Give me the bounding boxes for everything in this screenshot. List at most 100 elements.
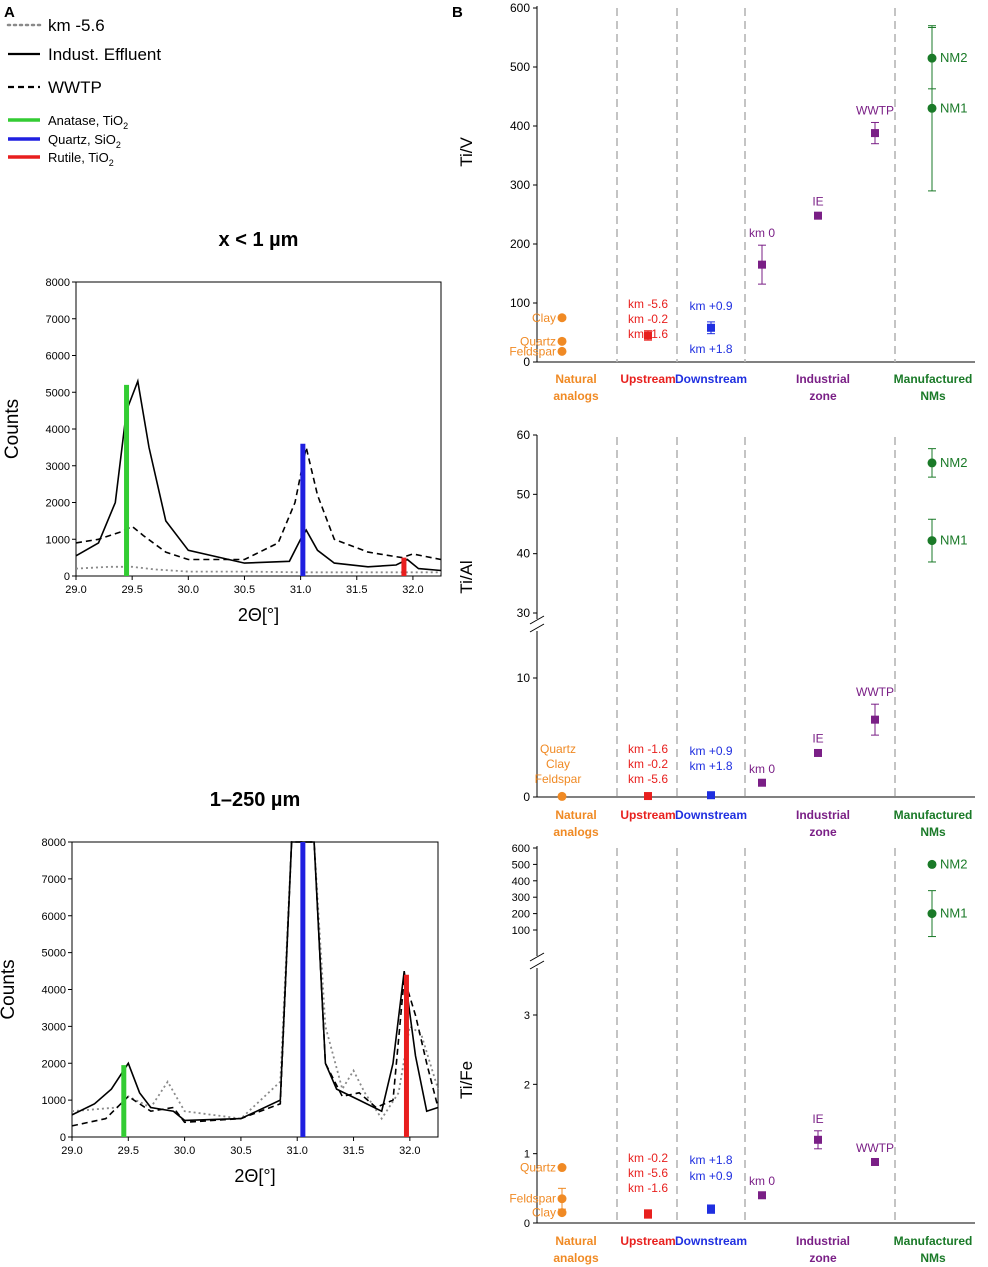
group-label: km +1.8	[689, 342, 732, 356]
group-label: km +0.9	[689, 1169, 732, 1183]
point-label: Feldspar	[509, 344, 556, 358]
category-label: Upstream	[620, 1234, 675, 1248]
point-label: WWTP	[856, 685, 894, 699]
y-tick-label: 200	[510, 237, 530, 251]
y-tick-label: 500	[512, 859, 530, 871]
category-label: zone	[809, 389, 837, 403]
x-tick-label: 31.5	[343, 1145, 364, 1157]
y-tick-label: 1	[524, 1149, 530, 1161]
y-tick-label: 400	[510, 119, 530, 133]
legend-label-rutile: Rutile, TiO2	[48, 150, 114, 168]
category-label: Downstream	[675, 1234, 747, 1248]
y-tick-label: 30	[517, 606, 531, 620]
group-label: km -0.2	[628, 757, 668, 771]
group-label: km -1.6	[628, 1181, 668, 1195]
data-point	[871, 715, 879, 724]
plot-frame	[71, 841, 439, 1138]
y-tick-label: 6000	[42, 911, 66, 923]
point-label: IE	[812, 732, 823, 746]
point-label: km 0	[749, 1174, 775, 1188]
y-tick-label: 40	[517, 547, 531, 561]
data-point	[927, 859, 937, 869]
x-tick-label: 29.0	[65, 584, 86, 596]
group-label: km -5.6	[628, 772, 668, 786]
legend-label-km56: km -5.6	[48, 16, 105, 35]
category-label: Manufactured	[894, 372, 973, 386]
category-label: analogs	[553, 1251, 599, 1265]
legend: km -5.6 Indust. Effluent WWTP Anatase, T…	[6, 16, 161, 168]
data-point	[557, 791, 567, 801]
ratio-chart-ti-al: 0 10 30 40 50 60 Ti/Al Natural analogs Upstream Do…	[457, 428, 975, 839]
y-tick-label: 60	[517, 428, 531, 442]
group-label: km -0.2	[628, 1151, 668, 1165]
point-label: WWTP	[856, 1141, 894, 1155]
x-tick-label: 31.0	[290, 584, 311, 596]
data-point	[707, 791, 715, 800]
y-axis-label: Ti/Al	[457, 560, 476, 593]
point-label: Feldspar	[509, 1192, 556, 1206]
y-tick-label: 3000	[42, 1021, 66, 1033]
y-tick-label: 300	[510, 178, 530, 192]
axis-break-mark	[529, 623, 545, 633]
y-tick-label: 1000	[46, 534, 70, 546]
y-tick-label: 200	[512, 909, 530, 921]
y-tick-label: 4000	[46, 424, 70, 436]
panel-label-b: B	[452, 4, 463, 21]
group-label: km -5.6	[628, 1166, 668, 1180]
x-tick-label: 31.0	[287, 1145, 308, 1157]
y-tick-label: 10	[517, 671, 531, 685]
category-label: NMs	[920, 825, 946, 839]
y-axis-label: Ti/Fe	[457, 1061, 476, 1099]
point-label: NM2	[940, 50, 967, 65]
point-label: NM2	[940, 856, 967, 871]
chart-title: x < 1 µm	[219, 229, 299, 251]
group-label: km -1.6	[628, 742, 668, 756]
legend-sub-anatase: 2	[123, 121, 128, 131]
y-tick-label: 7000	[46, 314, 70, 326]
y-tick-label: 0	[524, 1218, 530, 1230]
data-point	[557, 346, 567, 356]
series-line-dotted	[75, 565, 441, 574]
category-label: Manufactured	[894, 1234, 973, 1248]
data-point	[871, 1157, 879, 1166]
data-point	[707, 323, 715, 332]
series-line-solid	[75, 378, 442, 572]
x-tick-label: 32.0	[399, 1145, 420, 1157]
y-tick-label: 300	[512, 892, 530, 904]
group-label: km +0.9	[689, 299, 732, 313]
point-label: NM1	[940, 100, 967, 115]
xrd-chart-fine: x < 1 µm 0 1000 2000 3000 4000 5000 6000 7000 800…	[2, 229, 442, 625]
point-label: Quartz	[520, 1161, 556, 1175]
category-label: Manufactured	[894, 808, 973, 822]
y-tick-label: 8000	[46, 277, 70, 289]
x-tick-label: 30.5	[234, 584, 255, 596]
legend-sub-quartz: 2	[116, 140, 121, 150]
y-tick-label: 500	[510, 60, 530, 74]
data-point	[707, 1205, 715, 1214]
xrd-chart-coarse: 1–250 µm 0 1000 2000 3000 4000 5000 6000 7000 800…	[0, 789, 439, 1186]
y-axis-label: Ti/V	[457, 137, 476, 167]
axis-break-mark	[529, 952, 545, 962]
series-line-dotted	[71, 841, 439, 1121]
group-label: Clay	[546, 757, 570, 771]
point-label: km 0	[749, 762, 775, 776]
y-tick-label: 1000	[42, 1095, 66, 1107]
chart-title: 1–250 µm	[210, 789, 300, 811]
axis-break-gap	[531, 956, 543, 968]
y-tick-label: 7000	[42, 874, 66, 886]
x-tick-label: 31.5	[346, 584, 367, 596]
x-tick-label: 29.5	[118, 1145, 139, 1157]
data-point	[814, 748, 822, 757]
data-point	[871, 129, 879, 138]
category-label: zone	[809, 825, 837, 839]
y-tick-label: 100	[510, 296, 530, 310]
y-tick-label: 5000	[42, 948, 66, 960]
y-tick-label: 3000	[46, 461, 70, 473]
panel-label-a: A	[4, 4, 15, 21]
x-tick-label: 29.0	[61, 1145, 82, 1157]
y-tick-label: 0	[64, 571, 70, 583]
x-tick-label: 30.0	[174, 1145, 195, 1157]
data-point	[644, 1209, 652, 1218]
legend-label-anatase: Anatase, TiO2	[48, 113, 128, 131]
x-tick-label: 30.0	[178, 584, 199, 596]
